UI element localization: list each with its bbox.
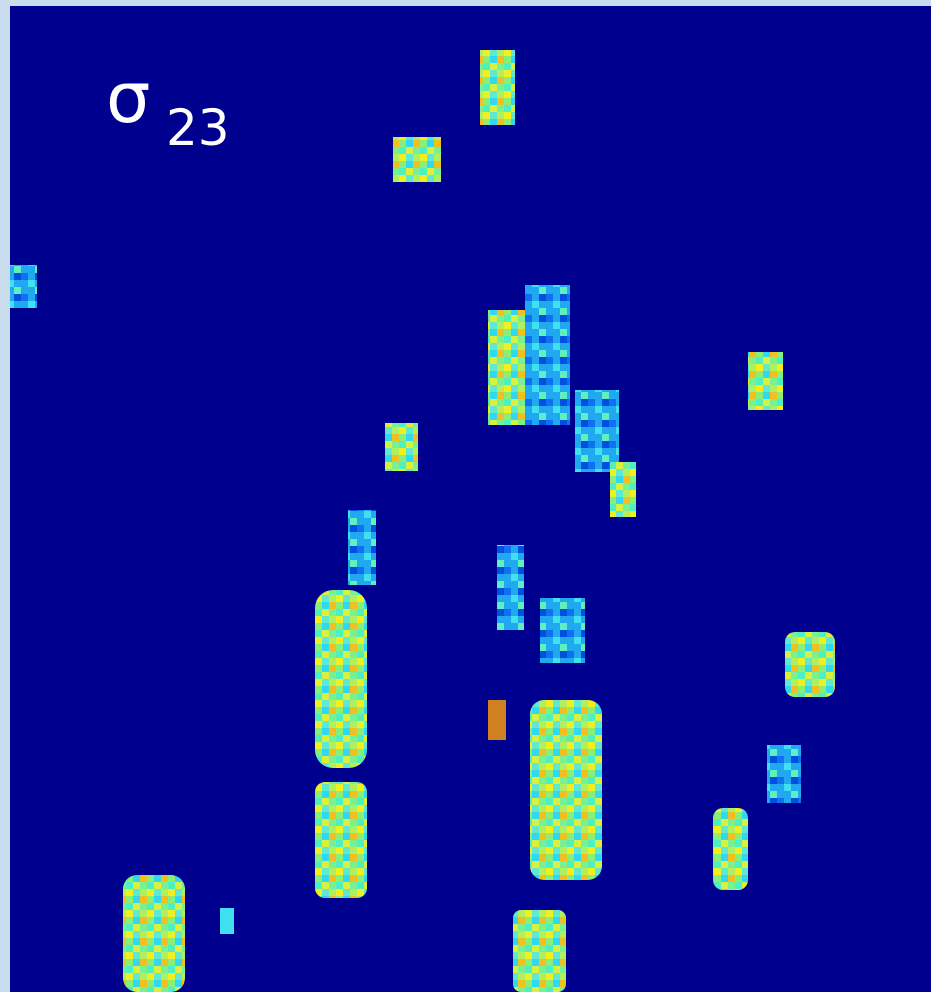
grain [713, 808, 748, 890]
grain [10, 265, 37, 308]
grain [348, 510, 376, 585]
grain [480, 50, 515, 125]
grain [497, 545, 524, 630]
map-background [10, 6, 931, 992]
grain [315, 782, 367, 898]
grain [123, 875, 185, 992]
grain [488, 700, 506, 740]
grains [10, 50, 835, 992]
grain [610, 462, 636, 517]
grain [767, 745, 801, 803]
grain [540, 598, 585, 663]
grain [315, 590, 367, 768]
grain [513, 910, 566, 992]
label-symbol: σ [106, 57, 150, 139]
grain [393, 137, 441, 182]
grain [385, 423, 418, 471]
grain [220, 908, 234, 934]
grain [785, 632, 835, 697]
grain [530, 700, 602, 880]
label-subscript: 23 [166, 99, 230, 157]
grain [575, 390, 619, 472]
grain [525, 285, 570, 425]
grain [748, 352, 783, 410]
